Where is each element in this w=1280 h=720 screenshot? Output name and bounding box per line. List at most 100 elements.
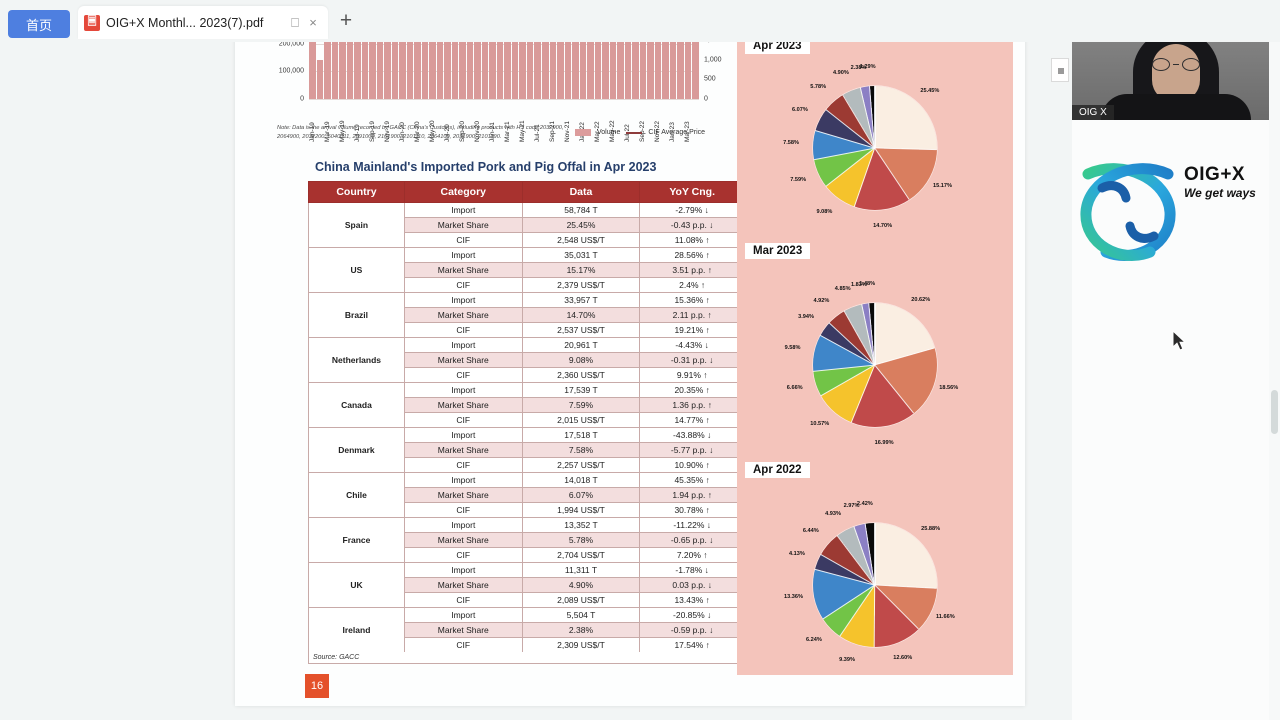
x-axis-tick-label: Mar-22 [594,121,601,142]
table-row: Denmark Import 17,518 T -43.88% ↓ [308,427,745,473]
pie-slice-separator [874,303,876,365]
table-header-row: Country Category Data YoY Cng. [308,181,745,203]
table-cell-data: 5,504 T [521,607,641,623]
pie-slice-separator [874,523,876,585]
table-cell-country: Canada [308,382,405,428]
table-header-cell: Country [308,181,405,203]
table-cell-data: 7.58% [521,442,641,458]
table-cell-category: Market Share [403,352,523,368]
gridline [309,43,699,45]
legend-price-label: CIF Average Price [648,129,706,136]
pie-slice-value-label: 7.59% [790,177,807,184]
cast-icon[interactable]: ⎕ [291,14,299,30]
bar [572,33,579,99]
bar [519,31,526,99]
table-row: Market Share 25.45% -0.43 p.p. ↓ [309,217,745,233]
table-cell-data: 11,311 T [521,562,641,578]
table-row: Chile Import 14,018 T 45.35% ↑ [308,472,745,518]
browser-tab-pdf[interactable]: 🗏 OIG+X Monthl... 2023(7).pdf ⎕ × [78,6,328,39]
table-cell-category: CIF [403,592,523,608]
mini-button-glyph [1058,68,1064,74]
bar [429,30,436,99]
bar [309,41,316,99]
table-cell-category: Import [403,607,523,623]
pie-slice-separator [874,86,876,148]
pie-slice-value-label: 14.70% [873,223,893,230]
table-cell-data: 2,309 US$/T [521,637,641,653]
table-cell-country: Chile [308,472,405,518]
x-axis-tick-label: Jan-22 [579,102,590,142]
table-cell-data: 7.59% [521,397,641,413]
bar [399,30,406,99]
table-cell-yoy: 14.77% ↑ [639,412,745,428]
table-cell-yoy: 11.08% ↑ [639,232,745,248]
table-row: France Import 13,352 T -11.22% ↓ [308,517,745,563]
table-cell-data: 14.70% [521,307,641,323]
table-cell-category: CIF [403,412,523,428]
bar [414,30,421,99]
table-cell-category: CIF [403,502,523,518]
table-cell-country: Brazil [308,292,405,338]
bar [564,31,572,99]
table-cell-yoy: 28.56% ↑ [639,247,745,263]
bar [602,37,609,99]
table-cell-category: Import [403,247,523,263]
toolbar-mini-button[interactable] [1051,58,1069,82]
logo-swirl-icon [1080,163,1176,261]
pie-slice-value-label: 10.57% [810,421,830,428]
page-number-badge: 16 [305,674,329,698]
bar [534,30,541,99]
bar [466,31,474,99]
pie-slice-value-label: 9.39% [839,657,855,664]
table-cell-data: 2.38% [521,622,641,638]
bar [369,34,376,99]
legend-volume-label: Volume [597,129,621,136]
imports-table: Country Category Data YoY Cng. Spain Import 5… [308,181,745,653]
table-cell-data: 2,089 US$/T [521,592,641,608]
pie-slice-value-label: 2.97% [843,503,860,510]
page-scrollbar[interactable] [1269,42,1280,720]
table-row: CIF 2,379 US$/T 2.4% ↑ [309,277,745,293]
y-axis-tick-label: 0 [300,95,304,103]
table-cell-yoy: 19.21% ↑ [639,322,745,338]
x-axis-tick-label: Mar-23 [684,121,691,142]
pie-slice-value-label: 3.94% [798,314,814,321]
new-tab-button[interactable]: + [339,9,353,32]
y-axis-tick-label: 200,000 [278,40,304,48]
glasses-lens-left [1152,58,1170,71]
table-cell-category: Market Share [403,532,523,548]
bar [459,30,466,99]
pie-slice-value-label: 6.07% [791,107,808,114]
home-button[interactable]: 首页 [8,10,70,38]
table-cell-yoy: 1.36 p.p. ↑ [639,397,745,413]
table-cell-data: 6.07% [521,487,641,503]
pie-slice-value-label: 6.24% [805,637,822,644]
table-cell-category: Import [403,517,523,533]
logo-pane: OIG+X We get ways [1072,120,1280,720]
bar [481,30,489,99]
bar [692,38,699,99]
close-icon[interactable]: × [309,15,317,30]
table-cell-yoy: 0.03 p.p. ↓ [639,577,745,593]
pie-slice-value-label: 25.45% [920,88,940,95]
bar [632,38,639,99]
pie-slice-value-label: 5.78% [810,83,827,90]
bar [511,30,519,99]
page-scrollbar-thumb[interactable] [1271,390,1278,434]
bar [361,33,369,99]
table-cell-category: Market Share [403,217,523,233]
table-cell-yoy: 10.90% ↑ [639,457,745,473]
table-row: Canada Import 17,539 T 20.35% ↑ [308,382,745,428]
table-cell-yoy: -0.59 p.p. ↓ [639,622,745,638]
pie-slice-value-label: 6.44% [802,528,819,535]
pie-slice-value-label: 4.90% [832,69,849,76]
table-cell-country: Ireland [308,607,405,653]
bar [526,30,534,99]
table-row: UK Import 11,311 T -1.78% ↓ [308,562,745,608]
bar [617,39,624,99]
x-axis-tick-label: Jul-22 [624,102,635,142]
glasses-bridge [1173,63,1179,66]
